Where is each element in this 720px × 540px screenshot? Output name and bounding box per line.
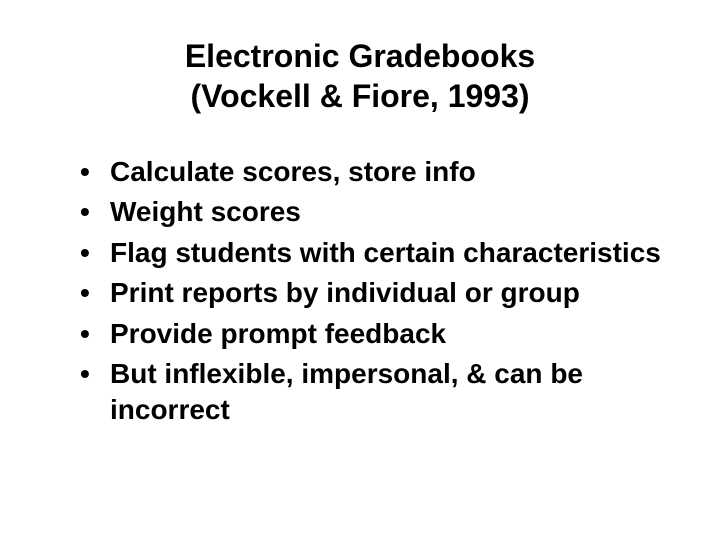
bullet-item: Print reports by individual or group — [80, 275, 670, 311]
title-line-1: Electronic Gradebooks — [50, 36, 670, 76]
bullet-item: Flag students with certain characteristi… — [80, 235, 670, 271]
bullet-item: Provide prompt feedback — [80, 316, 670, 352]
title-line-2: (Vockell & Fiore, 1993) — [50, 76, 670, 116]
bullet-item: But inflexible, impersonal, & can be inc… — [80, 356, 670, 429]
slide-title: Electronic Gradebooks (Vockell & Fiore, … — [50, 36, 670, 116]
bullet-item: Weight scores — [80, 194, 670, 230]
bullet-item: Calculate scores, store info — [80, 154, 670, 190]
bullet-list: Calculate scores, store info Weight scor… — [50, 154, 670, 429]
